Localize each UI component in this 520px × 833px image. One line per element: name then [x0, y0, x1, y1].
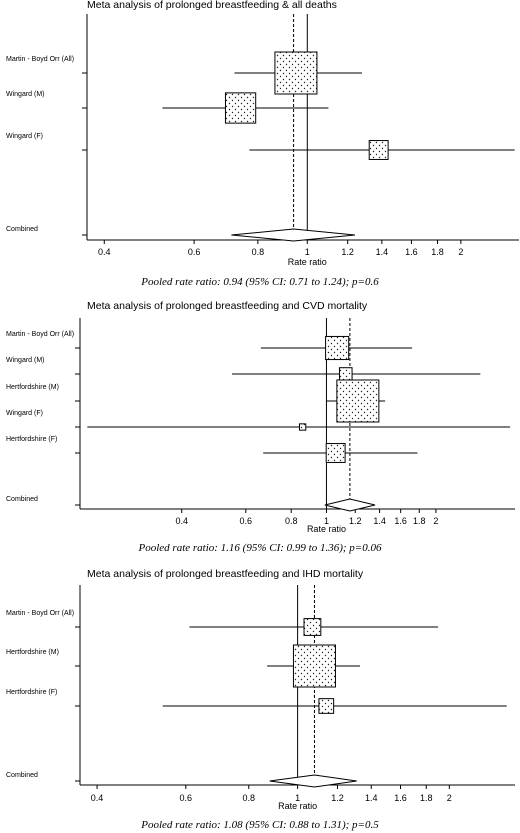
study-weight-box	[318, 698, 335, 714]
combined-label: Combined	[6, 226, 38, 233]
x-tick-label: 1.6	[394, 793, 407, 803]
x-axis-label: Rate ratio	[288, 257, 327, 267]
x-tick-label: 0.6	[180, 793, 193, 803]
x-axis-label: Rate ratio	[278, 801, 317, 811]
combined-diamond	[269, 774, 357, 788]
x-tick-label: 1.8	[420, 793, 433, 803]
x-tick-label: 2	[447, 793, 452, 803]
chart-title: Meta analysis of prolonged breastfeeding…	[87, 0, 337, 11]
study-label: Hertfordshire (F)	[6, 436, 57, 443]
forest-panel: Meta analysis of prolonged breastfeeding…	[6, 300, 515, 554]
x-axis-label: Rate ratio	[307, 524, 346, 534]
study-weight-box	[325, 335, 350, 361]
x-tick-label: 0.8	[243, 793, 256, 803]
x-tick-label: 2	[433, 516, 438, 526]
forest-panel: Meta analysis of prolonged breastfeeding…	[6, 568, 515, 831]
x-tick-label: 1.8	[413, 516, 426, 526]
x-tick-label: 0.4	[98, 247, 111, 257]
pooled-rate-caption: Pooled rate ratio: 0.94 (95% CI: 0.71 to…	[140, 276, 379, 288]
x-tick-label: 1.4	[373, 516, 386, 526]
x-tick-label: 1	[295, 793, 300, 803]
chart-title: Meta analysis of prolonged breastfeeding…	[87, 300, 368, 312]
study-label: Hertfordshire (M)	[6, 649, 59, 656]
x-tick-label: 1.2	[331, 793, 344, 803]
pooled-rate-caption: Pooled rate ratio: 1.08 (95% CI: 0.88 to…	[140, 819, 379, 831]
combined-diamond	[231, 228, 356, 242]
x-tick-label: 0.6	[188, 247, 201, 257]
x-tick-label: 0.4	[175, 516, 188, 526]
x-tick-label: 0.4	[91, 793, 104, 803]
study-label: Wingard (F)	[6, 410, 43, 417]
combined-diamond	[324, 498, 376, 512]
x-tick-label: 1.4	[376, 247, 389, 257]
chart-title: Meta analysis of prolonged breastfeeding…	[87, 568, 364, 580]
x-tick-label: 1.6	[394, 516, 407, 526]
study-label: Wingard (M)	[6, 357, 45, 364]
study-weight-box	[298, 423, 307, 431]
study-label: Hertfordshire (F)	[6, 689, 57, 696]
study-label: Wingard (M)	[6, 91, 45, 98]
study-weight-box	[338, 367, 353, 381]
study-weight-box	[224, 92, 257, 124]
x-tick-label: 1.2	[349, 516, 362, 526]
study-weight-box	[336, 379, 380, 423]
study-weight-box	[368, 140, 389, 160]
x-tick-label: 1.2	[341, 247, 354, 257]
x-tick-label: 2	[458, 247, 463, 257]
study-label: Martin - Boyd Orr (All)	[6, 331, 74, 338]
study-weight-box	[274, 51, 318, 95]
x-tick-label: 1.8	[431, 247, 444, 257]
study-label: Hertfordshire (M)	[6, 384, 59, 391]
study-label: Wingard (F)	[6, 133, 43, 140]
study-weight-box	[292, 644, 336, 688]
study-weight-box	[303, 618, 322, 636]
study-label: Martin - Boyd Orr (All)	[6, 610, 74, 617]
x-tick-label: 1.6	[405, 247, 418, 257]
forest-panel: Meta analysis of prolonged breastfeeding…	[6, 0, 519, 288]
study-label: Martin - Boyd Orr (All)	[6, 56, 74, 63]
combined-label: Combined	[6, 496, 38, 503]
x-tick-label: 1.4	[365, 793, 378, 803]
x-tick-label: 1	[324, 516, 329, 526]
x-tick-label: 0.6	[240, 516, 253, 526]
x-tick-label: 1	[305, 247, 310, 257]
x-tick-label: 0.8	[252, 247, 265, 257]
combined-label: Combined	[6, 772, 38, 779]
study-weight-box	[325, 443, 346, 463]
x-tick-label: 0.8	[285, 516, 298, 526]
pooled-rate-caption: Pooled rate ratio: 1.16 (95% CI: 0.99 to…	[138, 542, 382, 554]
